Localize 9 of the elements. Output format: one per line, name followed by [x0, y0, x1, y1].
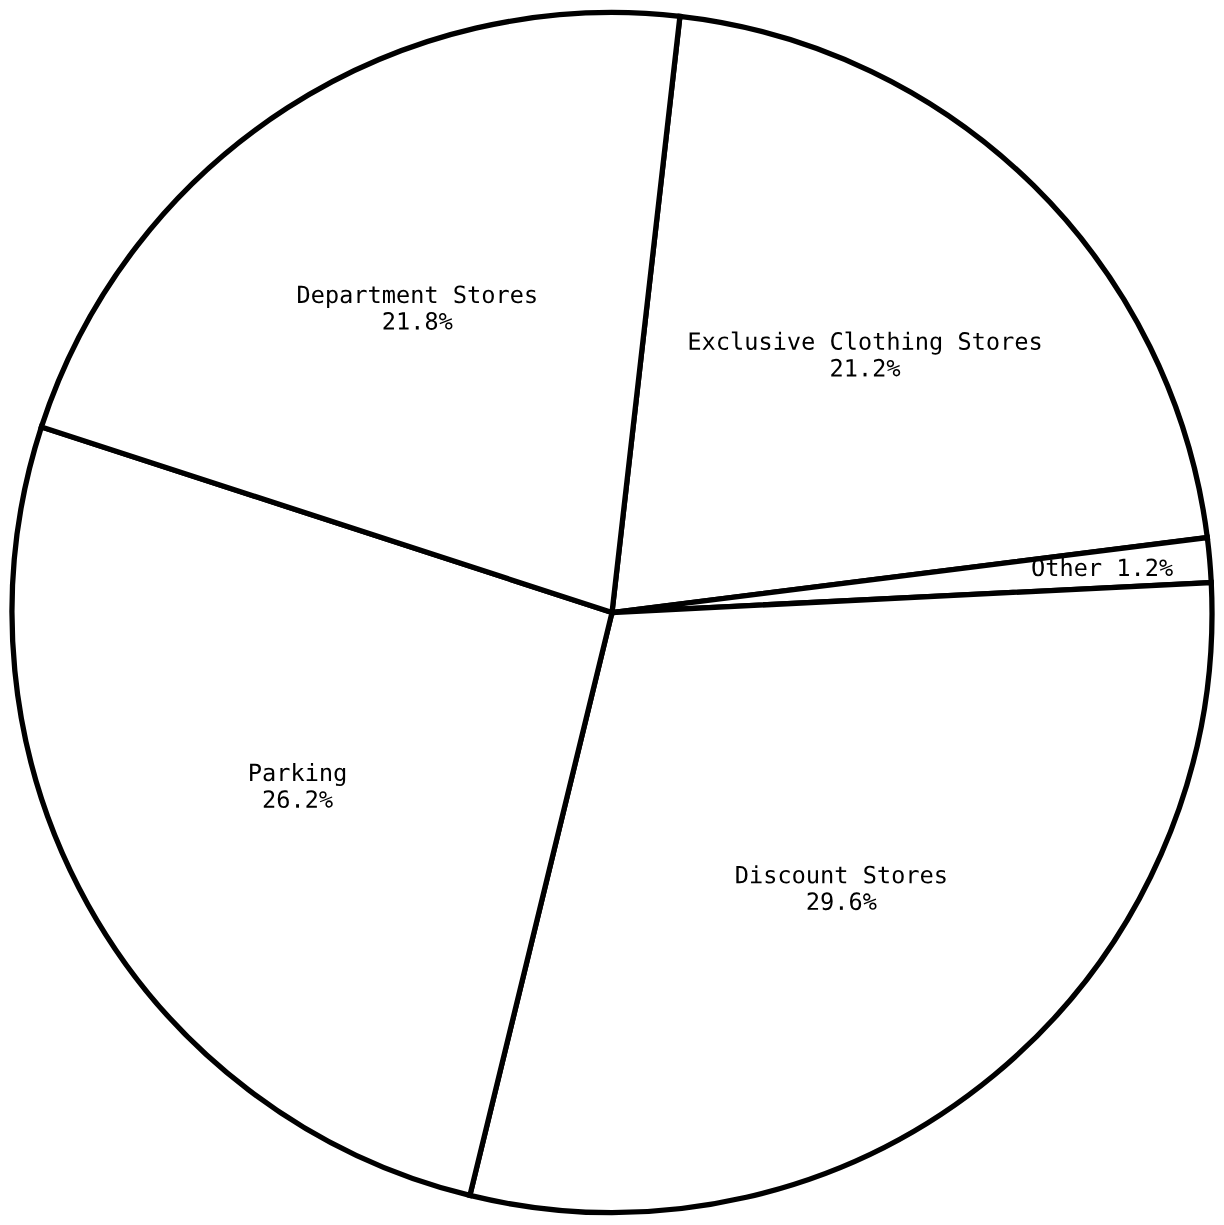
slice-label: Department Stores: [298, 285, 536, 308]
data-label: 21.2%: [831, 358, 901, 377]
data-label: 26.2%: [263, 790, 333, 809]
data-label: 21.8%: [383, 312, 453, 330]
slice-label: Other 1.2%: [1032, 558, 1173, 577]
slice-label: Exclusive Clothing Stores: [689, 331, 1041, 355]
data-label: 29.6%: [807, 892, 877, 911]
slice-label: Discount Stores: [736, 865, 946, 884]
slice-label: Parking: [250, 763, 346, 787]
